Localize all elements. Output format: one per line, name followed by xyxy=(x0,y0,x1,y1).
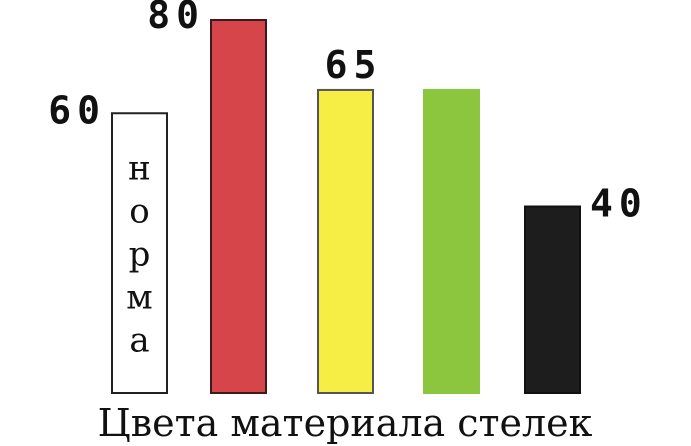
bar-4 xyxy=(423,88,480,394)
bar-3 xyxy=(317,88,374,394)
norm-letter-5: а xyxy=(129,320,149,360)
value-label-1: 60 xyxy=(48,88,106,132)
bar-2 xyxy=(210,19,267,394)
value-label-5: 40 xyxy=(590,182,648,226)
norm-letter-2: о xyxy=(129,191,149,231)
value-labels-group: 60 80 65 40 xyxy=(48,0,648,226)
bar-5 xyxy=(524,205,581,394)
norm-letter-1: н xyxy=(128,148,151,188)
x-axis-label: Цвета материала стелек xyxy=(98,401,593,445)
value-label-2: 80 xyxy=(147,0,205,37)
bar-1 xyxy=(111,112,168,394)
norm-letter-4: м xyxy=(126,277,152,317)
bars-group xyxy=(111,19,581,394)
norm-letter-3: р xyxy=(129,234,151,274)
value-label-3: 65 xyxy=(325,43,383,87)
